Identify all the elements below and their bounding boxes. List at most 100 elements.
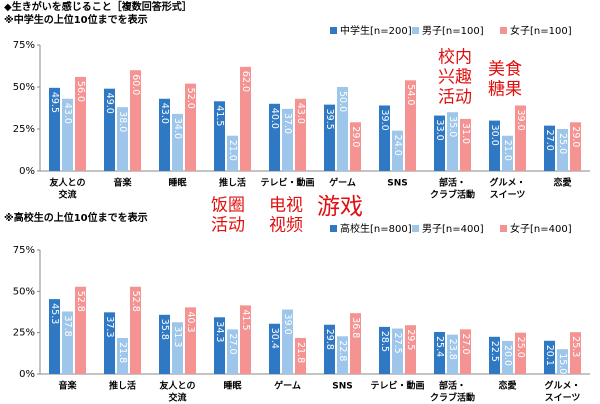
bar: [159, 98, 170, 171]
annotation: 兴趣: [438, 68, 472, 88]
value-label: 29.0: [570, 126, 581, 147]
bar: [172, 113, 183, 171]
value-label: 40.0: [269, 108, 280, 129]
value-label: 33.0: [434, 120, 445, 141]
value-label: 50.0: [337, 91, 348, 112]
value-label: 40.3: [185, 311, 196, 332]
bar: [502, 135, 513, 171]
legend-swatch: [412, 225, 419, 232]
x-tick-label: グルメ・: [544, 380, 580, 392]
value-label: 45.3: [49, 303, 60, 324]
bar: [49, 299, 60, 374]
value-label: 25.3: [570, 336, 581, 357]
y-tick-label: 75%: [13, 40, 35, 51]
value-label: 34.0: [172, 118, 183, 139]
x-tick-label: スイーツ: [545, 393, 581, 404]
bar: [557, 349, 568, 374]
x-tick-label: テレビ・動画: [260, 177, 314, 189]
value-label: 49.0: [104, 93, 115, 114]
annotation: 饭圈: [211, 196, 245, 216]
bar: [49, 87, 60, 171]
legend-swatch: [330, 225, 337, 232]
x-tick-label: 推し活: [109, 380, 136, 392]
value-label: 25.0: [557, 133, 568, 154]
bar: [227, 329, 238, 374]
value-label: 41.5: [240, 309, 251, 330]
bar: [185, 83, 196, 171]
x-tick-label: 睡眠: [168, 177, 186, 189]
value-label: 52.8: [130, 291, 141, 312]
bar: [434, 332, 445, 374]
annotation: 电视: [269, 196, 303, 216]
bar: [515, 105, 526, 171]
value-label: 28.5: [379, 331, 390, 352]
value-label: 39.5: [324, 109, 335, 130]
value-label: 39.0: [379, 109, 390, 130]
bar: [62, 98, 73, 171]
x-tick-label: SNS: [387, 179, 408, 189]
bar: [379, 326, 390, 374]
y-tick-label: 50%: [13, 286, 35, 297]
page-title: ◆生きがいを感じること［複数回答形式］: [4, 0, 192, 13]
y-tick-label: 25%: [13, 328, 35, 339]
bar: [62, 311, 73, 374]
legend-label: 女子[n=100]: [510, 24, 572, 37]
bar: [405, 80, 416, 171]
bar: [282, 309, 293, 374]
value-label: 37.0: [282, 113, 293, 134]
bar: [185, 307, 196, 374]
bar: [214, 317, 225, 374]
bar: [392, 130, 403, 171]
bar: [295, 98, 306, 171]
value-label: 30.4: [269, 328, 280, 349]
value-label: 27.0: [544, 130, 555, 151]
annotation: 活动: [438, 88, 472, 108]
bar: [544, 125, 555, 171]
x-tick-label: クラブ活動: [430, 189, 475, 201]
x-tick-label: 音楽: [58, 380, 77, 392]
value-label: 20.0: [502, 345, 513, 366]
value-label: 31.0: [460, 123, 471, 144]
bar: [570, 332, 581, 374]
bar: [240, 305, 251, 374]
value-label: 29.0: [350, 126, 361, 147]
x-tick-label: グルメ・: [489, 177, 525, 189]
value-label: 60.0: [130, 74, 141, 95]
value-label: 24.0: [392, 135, 403, 156]
x-tick-label: 推し活: [219, 177, 246, 189]
x-tick-label: SNS: [332, 382, 353, 392]
bar: [544, 340, 555, 374]
value-label: 52.0: [185, 88, 196, 109]
bar: [447, 112, 458, 171]
value-label: 43.0: [159, 103, 170, 124]
legend-label: 男子[n=400]: [422, 223, 484, 235]
x-tick-label: テレビ・動画: [370, 380, 424, 392]
x-tick-label: ゲーム: [274, 380, 301, 392]
annotation: 活动: [211, 216, 245, 236]
value-label: 62.0: [240, 71, 251, 92]
x-tick-label: 友人との: [160, 380, 196, 392]
value-label: 29.8: [324, 329, 335, 350]
bar: [557, 129, 568, 171]
bar: [460, 118, 471, 171]
x-tick-label: 部活・: [439, 177, 466, 189]
value-label: 34.3: [214, 321, 225, 342]
bar: [460, 329, 471, 374]
annotation: 视频: [269, 216, 303, 236]
bar: [489, 120, 500, 171]
value-label: 27.0: [227, 333, 238, 354]
value-label: 27.5: [392, 333, 403, 354]
value-label: 20.1: [544, 345, 555, 366]
x-tick-label: 部活・: [439, 380, 466, 392]
value-label: 39.0: [282, 314, 293, 335]
value-label: 31.3: [172, 326, 183, 347]
legend-label: 男子[n=100]: [422, 25, 484, 37]
x-tick-label: 交流: [58, 189, 76, 201]
bar: [515, 332, 526, 374]
bar: [379, 105, 390, 171]
x-tick-label: 友人との: [50, 177, 86, 189]
value-label: 35.8: [159, 319, 170, 340]
value-label: 35.0: [447, 116, 458, 137]
legend-swatch: [412, 27, 419, 34]
